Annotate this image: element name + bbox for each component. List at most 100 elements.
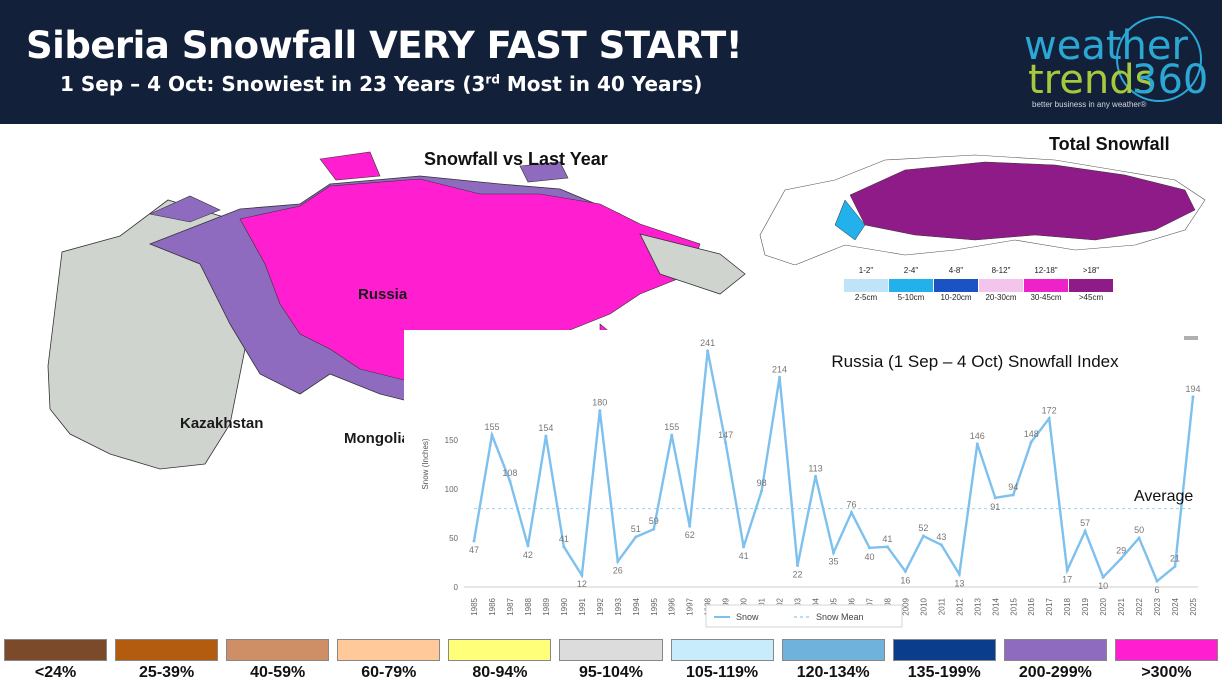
total-legend-swatch bbox=[844, 279, 888, 292]
x-tick-label: 1986 bbox=[488, 597, 497, 615]
snow-data-point bbox=[957, 572, 961, 576]
snow-data-point bbox=[634, 535, 638, 539]
percent-legend-label: 95-104% bbox=[578, 664, 644, 681]
x-tick-label: 1987 bbox=[506, 597, 515, 615]
data-label: 41 bbox=[882, 534, 892, 544]
snow-data-point bbox=[616, 560, 620, 564]
percent-legend-item: 105-119% bbox=[670, 636, 774, 684]
mongolia-label: Mongolia bbox=[344, 430, 410, 447]
percent-legend-swatch bbox=[670, 639, 774, 661]
data-label: 180 bbox=[592, 398, 607, 408]
data-label: 155 bbox=[484, 422, 499, 432]
russia-magenta-region bbox=[239, 178, 701, 387]
snow-data-point bbox=[544, 434, 548, 438]
snow-data-point bbox=[1119, 557, 1123, 561]
total-legend-cm: 10-20cm bbox=[940, 293, 972, 302]
data-label: 94 bbox=[1008, 482, 1018, 492]
percent-legend-swatch bbox=[781, 639, 885, 661]
x-tick-label: 2019 bbox=[1081, 597, 1090, 615]
x-tick-label: 2009 bbox=[901, 597, 910, 615]
snow-data-point bbox=[1065, 568, 1069, 572]
x-tick-label: 2023 bbox=[1153, 597, 1162, 615]
snow-data-point bbox=[778, 375, 782, 379]
data-label: 194 bbox=[1185, 384, 1200, 394]
snow-data-point bbox=[724, 441, 728, 445]
total-legend-swatch bbox=[889, 279, 933, 292]
percent-legend-label: 80-94% bbox=[472, 664, 528, 681]
data-label: 6 bbox=[1155, 585, 1160, 595]
percent-legend-item: >300% bbox=[1114, 636, 1218, 684]
x-tick-label: 2012 bbox=[955, 597, 964, 615]
data-label: 91 bbox=[990, 502, 1000, 512]
percent-of-last-year-legend: <24% 25-39% 40-59% 60-79% 80-94% 95-104% 105-1… bbox=[0, 636, 1222, 684]
data-label: 29 bbox=[1116, 546, 1126, 556]
snow-data-point bbox=[1047, 416, 1051, 420]
data-label: 47 bbox=[469, 545, 479, 555]
russia-far-east-grey bbox=[639, 233, 746, 295]
percent-legend-swatch bbox=[1003, 639, 1107, 661]
snow-data-point bbox=[867, 546, 871, 550]
percent-legend-label: 200-299% bbox=[1018, 664, 1092, 681]
x-tick-label: 1994 bbox=[632, 597, 641, 615]
data-label: 154 bbox=[538, 423, 553, 433]
y-axis-label: Snow (Inches) bbox=[421, 438, 430, 489]
data-label: 108 bbox=[502, 468, 517, 478]
weathertrends360-logo: weather trends 360 better business in an… bbox=[1020, 16, 1210, 112]
total-legend-cm: >45cm bbox=[1078, 293, 1104, 302]
data-label: 148 bbox=[1024, 429, 1039, 439]
x-tick-label: 2015 bbox=[1009, 597, 1018, 615]
y-tick-label: 100 bbox=[445, 485, 459, 494]
x-tick-label: 1995 bbox=[650, 597, 659, 615]
x-tick-label: 2024 bbox=[1171, 597, 1180, 615]
total-legend-swatch bbox=[979, 279, 1023, 292]
percent-legend-label: 25-39% bbox=[139, 664, 195, 681]
snow-data-point bbox=[580, 573, 584, 577]
snow-data-point bbox=[670, 433, 674, 437]
x-tick-label: 2014 bbox=[991, 597, 1000, 615]
logo-word-weather: weather bbox=[1024, 23, 1188, 69]
total-map-purple-region bbox=[849, 161, 1196, 241]
percent-legend-swatch bbox=[337, 639, 441, 661]
snow-data-point bbox=[562, 545, 566, 549]
mean-annotation: Average bbox=[1134, 488, 1193, 505]
total-legend-cm: 30-45cm bbox=[1030, 293, 1062, 302]
snow-data-point bbox=[832, 551, 835, 555]
percent-legend-item: 25-39% bbox=[115, 636, 219, 684]
percent-legend-label: <24% bbox=[34, 664, 77, 681]
novaya-zemlya-island bbox=[149, 195, 221, 223]
data-label: 50 bbox=[1134, 525, 1144, 535]
snow-data-point bbox=[814, 474, 818, 478]
x-tick-label: 2018 bbox=[1063, 597, 1072, 615]
data-label: 43 bbox=[936, 532, 946, 542]
x-tick-label: 1990 bbox=[560, 597, 569, 615]
snow-data-point bbox=[688, 524, 692, 528]
x-tick-label: 2021 bbox=[1117, 597, 1126, 615]
logo-ring-icon bbox=[1116, 16, 1202, 102]
total-legend-inches: 4-8" bbox=[948, 266, 964, 275]
snow-data-point bbox=[652, 527, 656, 531]
percent-legend-swatch bbox=[115, 639, 219, 661]
snow-data-point bbox=[1083, 529, 1087, 533]
percent-legend-item: 120-134% bbox=[781, 636, 885, 684]
x-tick-label: 2013 bbox=[973, 597, 982, 615]
total-legend-inches: 12-18" bbox=[1034, 266, 1058, 275]
kazakhstan-label: Kazakhstan bbox=[180, 415, 264, 432]
data-label: 155 bbox=[664, 422, 679, 432]
x-tick-label: 1996 bbox=[668, 597, 677, 615]
percent-legend-item: 135-199% bbox=[892, 636, 996, 684]
percent-legend-swatch bbox=[448, 639, 552, 661]
y-tick-label: 150 bbox=[445, 436, 459, 445]
total-legend-inches: 2-4" bbox=[903, 266, 919, 275]
data-label: 16 bbox=[900, 575, 910, 585]
data-label: 51 bbox=[631, 524, 641, 534]
percent-legend-label: 40-59% bbox=[250, 664, 306, 681]
y-tick-label: 50 bbox=[449, 534, 458, 543]
page-subtitle: 1 Sep – 4 Oct: Snowiest in 23 Years (3rd… bbox=[60, 72, 702, 96]
x-tick-label: 2016 bbox=[1027, 597, 1036, 615]
snow-data-point bbox=[490, 433, 494, 437]
x-tick-label: 1988 bbox=[524, 597, 533, 615]
x-tick-label: 1989 bbox=[542, 597, 551, 615]
data-label: 146 bbox=[970, 431, 985, 441]
snow-data-point bbox=[903, 569, 907, 573]
x-tick-label: 1985 bbox=[470, 597, 479, 615]
